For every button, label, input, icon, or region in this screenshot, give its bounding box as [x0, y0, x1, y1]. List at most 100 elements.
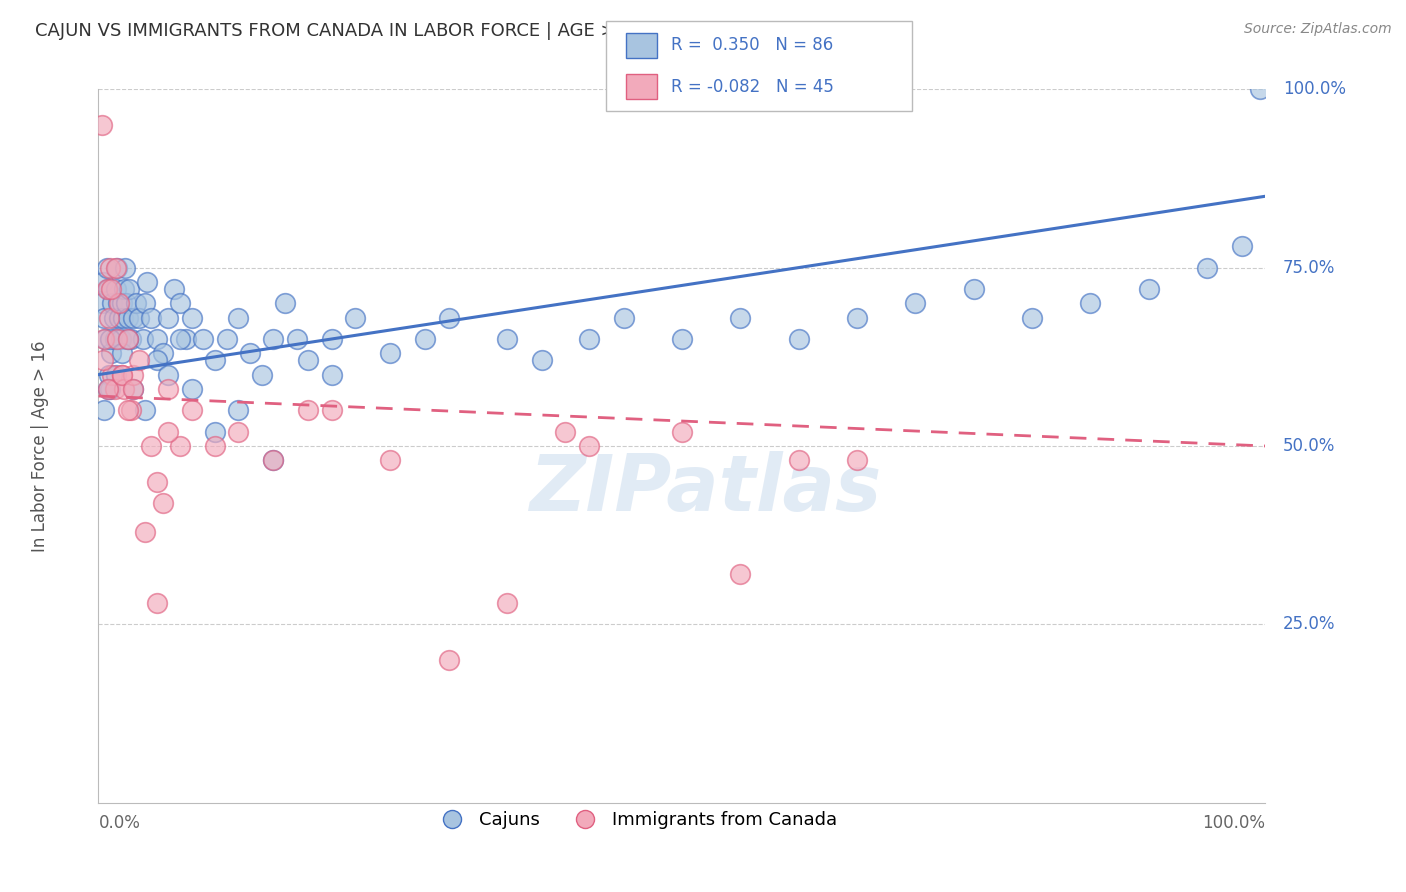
Point: [114, 260, 136, 275]
Point: [111, 296, 134, 310]
Point: [228, 425, 250, 439]
Text: ZIPatlas: ZIPatlas: [529, 450, 882, 527]
Point: [204, 425, 226, 439]
Point: [101, 368, 124, 382]
Point: [120, 403, 142, 417]
Point: [1021, 310, 1043, 325]
Point: [98, 260, 121, 275]
Point: [139, 310, 162, 325]
Text: 100.0%: 100.0%: [1282, 80, 1346, 98]
Point: [344, 310, 367, 325]
Point: [111, 368, 134, 382]
Point: [671, 332, 693, 346]
Point: [169, 332, 191, 346]
Point: [152, 346, 174, 360]
Point: [163, 282, 186, 296]
Point: [97, 382, 120, 396]
Point: [96, 260, 118, 275]
Point: [111, 368, 134, 382]
Point: [787, 332, 810, 346]
Point: [730, 567, 752, 582]
Point: [1080, 296, 1102, 310]
Point: [103, 310, 125, 325]
Point: [787, 453, 810, 467]
Point: [93, 403, 115, 417]
Point: [108, 310, 131, 325]
Point: [115, 296, 138, 310]
Point: [125, 296, 148, 310]
Point: [134, 296, 156, 310]
Point: [146, 332, 169, 346]
Point: [108, 296, 131, 310]
Text: 50.0%: 50.0%: [1282, 437, 1336, 455]
Point: [228, 403, 250, 417]
Point: [262, 453, 284, 467]
Point: [297, 403, 319, 417]
Point: [139, 439, 162, 453]
Point: [169, 439, 191, 453]
Point: [104, 332, 127, 346]
Text: In Labor Force | Age > 16: In Labor Force | Age > 16: [31, 340, 49, 552]
Point: [96, 282, 118, 296]
Point: [101, 296, 124, 310]
Point: [1249, 82, 1271, 96]
Point: [846, 310, 869, 325]
Point: [1230, 239, 1253, 253]
Point: [117, 332, 139, 346]
Point: [97, 368, 120, 382]
Text: 0.0%: 0.0%: [98, 814, 141, 831]
Text: 25.0%: 25.0%: [1282, 615, 1336, 633]
Point: [496, 596, 519, 610]
Point: [180, 310, 202, 325]
Point: [111, 346, 134, 360]
Point: [962, 282, 984, 296]
Point: [228, 310, 250, 325]
Text: R = -0.082   N = 45: R = -0.082 N = 45: [671, 78, 834, 95]
Text: R =  0.350   N = 86: R = 0.350 N = 86: [671, 37, 832, 54]
Point: [250, 368, 273, 382]
Point: [104, 368, 127, 382]
Point: [110, 332, 132, 346]
Point: [100, 346, 122, 360]
Point: [554, 425, 576, 439]
Point: [105, 260, 128, 275]
Point: [846, 453, 869, 467]
Point: [180, 403, 202, 417]
Text: Source: ZipAtlas.com: Source: ZipAtlas.com: [1244, 22, 1392, 37]
Point: [157, 382, 180, 396]
Point: [380, 346, 402, 360]
Point: [118, 282, 141, 296]
Point: [578, 439, 600, 453]
Point: [91, 275, 114, 289]
Point: [321, 332, 343, 346]
Point: [530, 353, 553, 368]
Point: [578, 332, 600, 346]
Point: [104, 282, 127, 296]
Point: [100, 282, 122, 296]
Point: [97, 282, 120, 296]
Point: [437, 310, 460, 325]
Point: [128, 353, 150, 368]
Point: [262, 332, 284, 346]
Point: [134, 524, 156, 539]
Point: [157, 310, 180, 325]
Point: [90, 118, 112, 132]
Point: [107, 296, 129, 310]
Point: [496, 332, 519, 346]
Point: [204, 353, 226, 368]
Point: [122, 382, 145, 396]
Point: [136, 275, 159, 289]
Point: [904, 296, 927, 310]
Point: [90, 296, 112, 310]
Point: [122, 368, 145, 382]
Point: [117, 332, 139, 346]
Point: [321, 368, 343, 382]
Point: [98, 382, 121, 396]
Point: [104, 260, 127, 275]
Point: [122, 382, 145, 396]
Point: [193, 332, 215, 346]
Point: [112, 382, 135, 396]
Text: 100.0%: 100.0%: [1202, 814, 1265, 831]
Point: [105, 332, 128, 346]
Point: [93, 332, 115, 346]
